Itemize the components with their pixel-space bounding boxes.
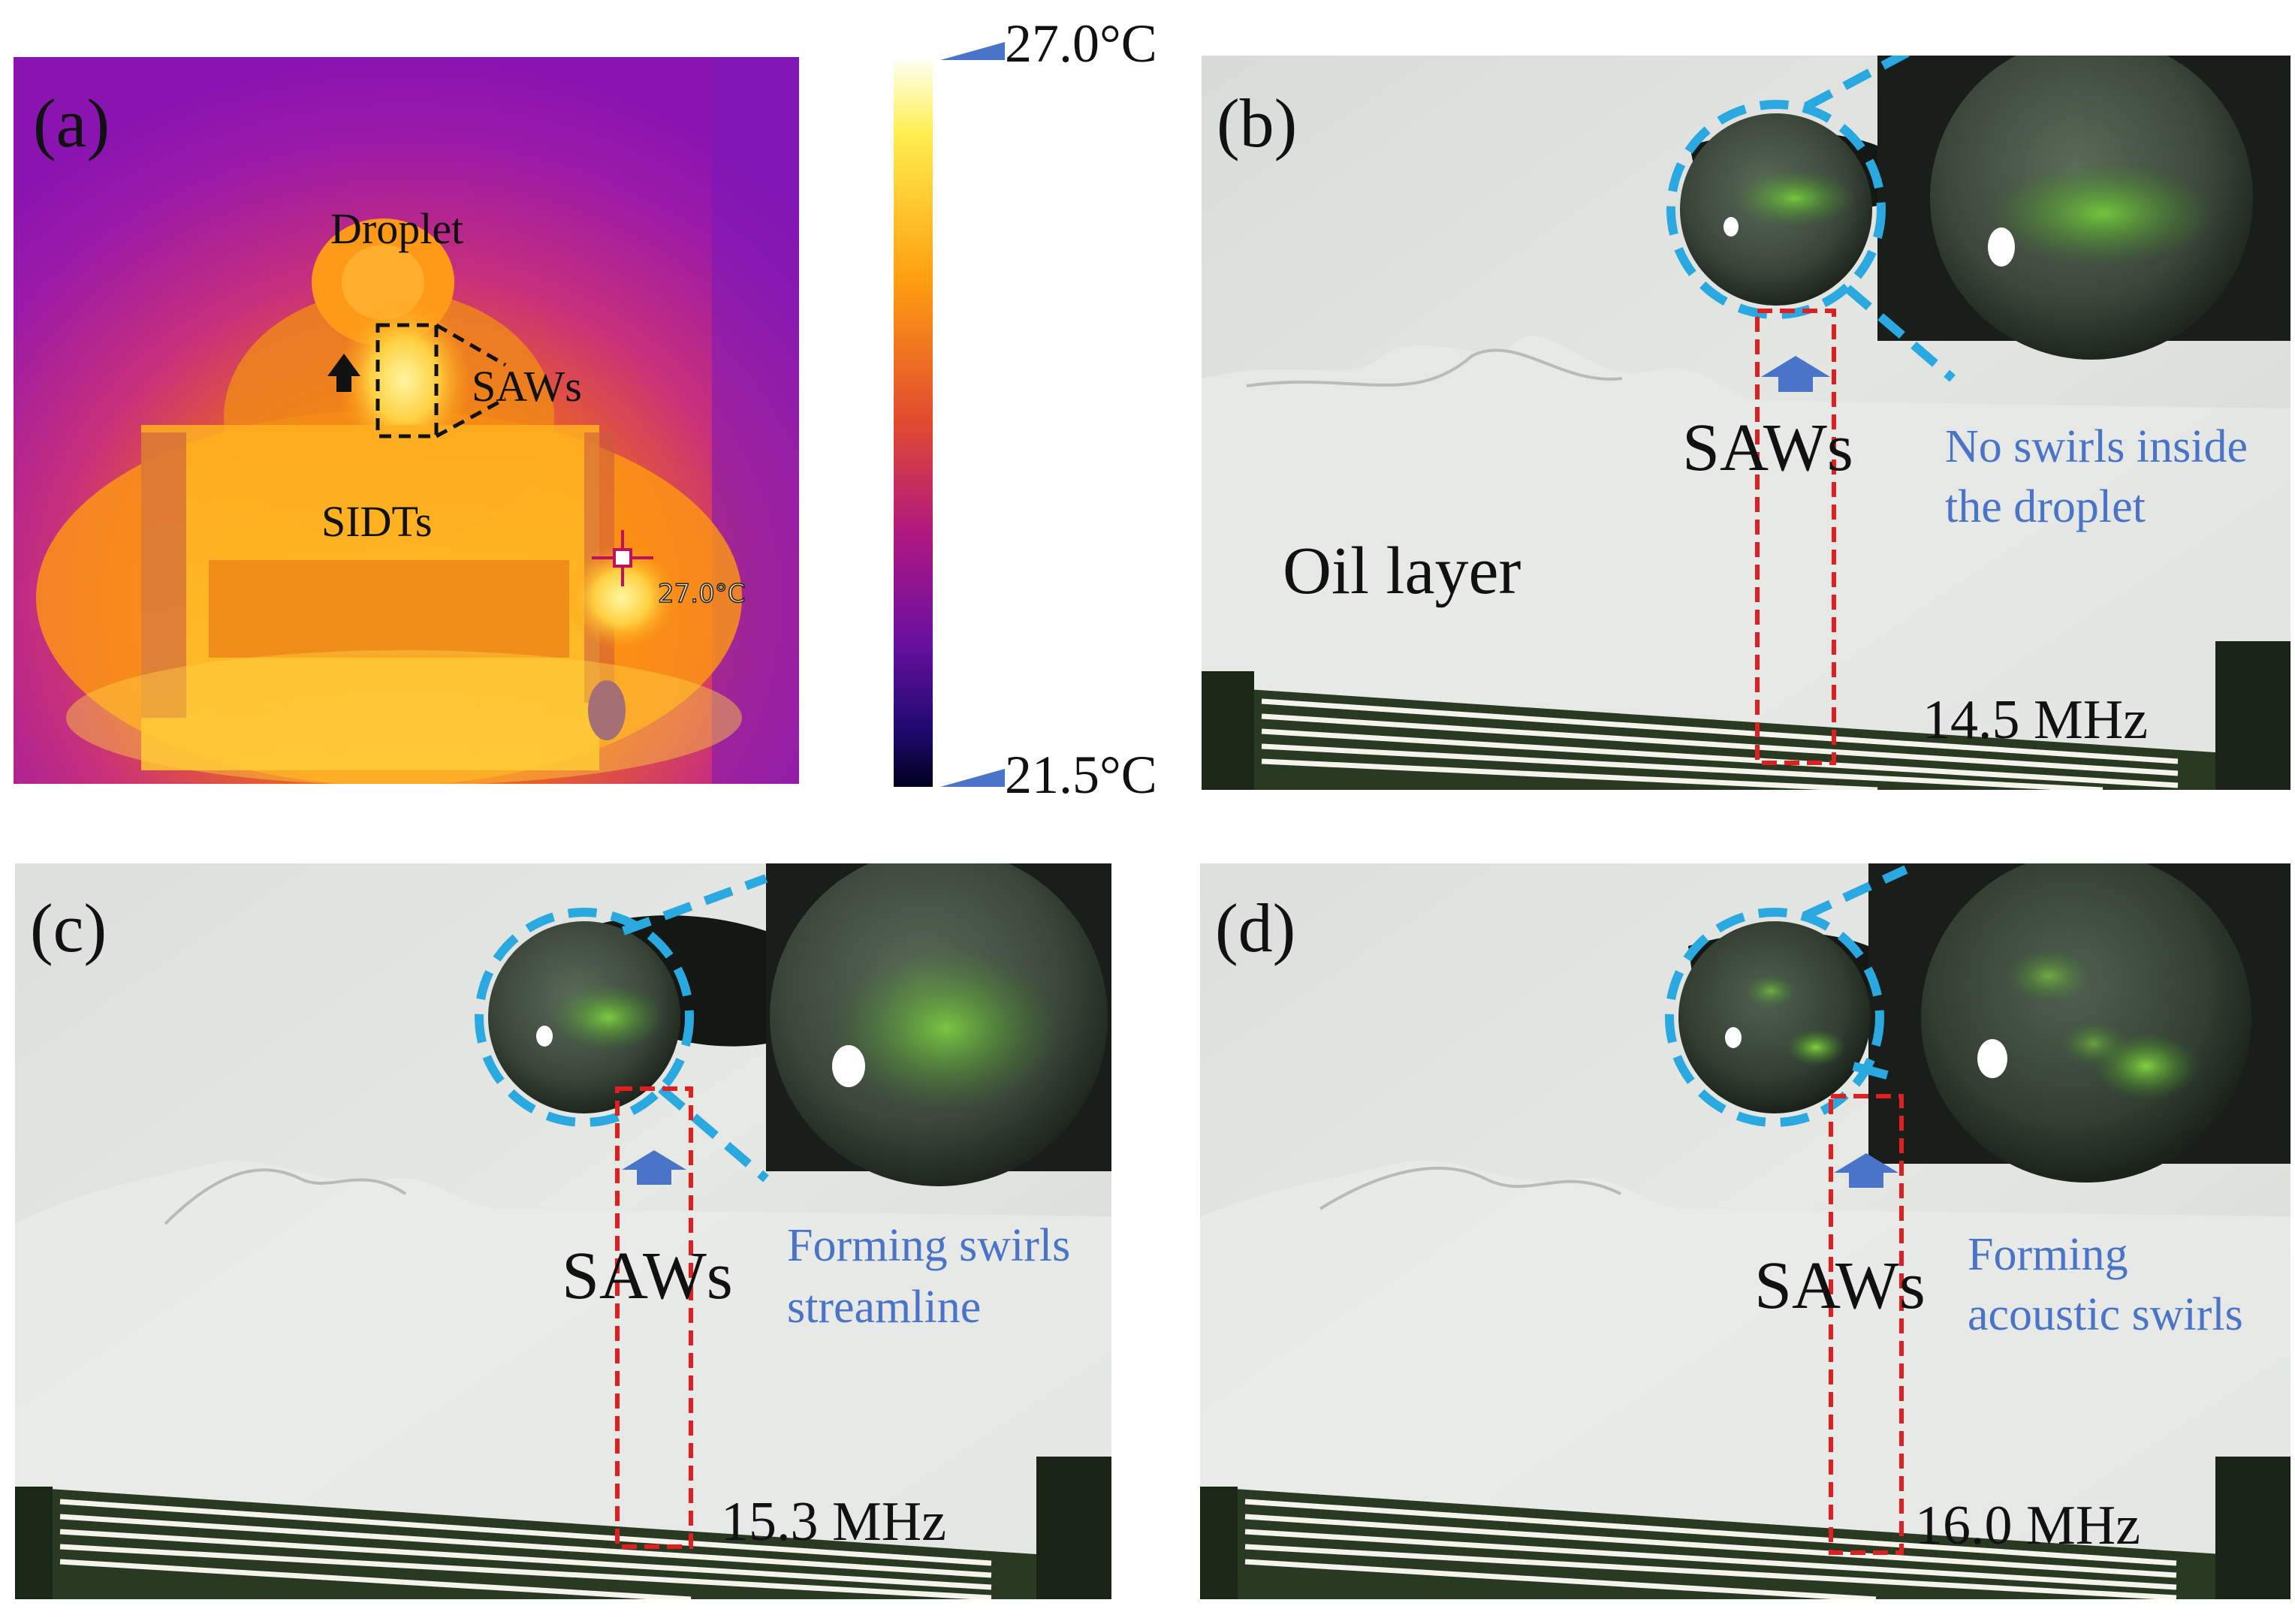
- panel-d-photo: (d) SAWs Forming acoustic swirls 16.0 MH…: [1200, 863, 2290, 1599]
- panel-c-photo: (c) SAWs Forming swirls streamline 15.3 …: [15, 863, 1111, 1599]
- panel-c-graphic: [15, 863, 1111, 1599]
- annotation-d-line1: Forming: [1968, 1229, 2128, 1280]
- panel-c-letter: (c): [30, 890, 107, 966]
- colorbar-gradient: [894, 60, 933, 787]
- annotation-c-line2: streamline: [787, 1282, 982, 1333]
- oil-layer-label: Oil layer: [1283, 534, 1521, 608]
- panel-a-letter: (a): [33, 85, 110, 161]
- annotation-b-line2: the droplet: [1945, 481, 2146, 532]
- panel-b-graphic: [1202, 56, 2290, 790]
- annotation-b-line1: No swirls inside: [1945, 421, 2248, 472]
- temperature-readout: 27.0°C: [657, 579, 746, 609]
- frequency-label-c: 15.3 MHz: [721, 1491, 947, 1553]
- annotation-c-line1: Forming swirls: [787, 1220, 1071, 1271]
- panel-a-thermal-image: (a) Droplet SAWs SIDTs 27.0°C: [14, 57, 799, 784]
- panel-d-overlays: [1665, 865, 1908, 1555]
- saws-arrow-icon: [1834, 1153, 1898, 1188]
- saws-arrow-icon: [1761, 356, 1830, 392]
- droplet-label: Droplet: [330, 204, 464, 253]
- colorbar-max-label: 27.0°C: [1005, 15, 1157, 74]
- temperature-colorbar: 27.0°C 21.5°C: [879, 15, 1194, 796]
- up-arrow-icon: [327, 354, 360, 392]
- saws-label-b: SAWs: [1682, 411, 1853, 485]
- saws-label-d: SAWs: [1754, 1249, 1926, 1323]
- panel-d-graphic: [1200, 863, 2290, 1599]
- max-marker-icon: [940, 42, 1005, 60]
- min-marker-icon: [940, 769, 1005, 787]
- thermal-image-graphic: [14, 57, 799, 784]
- panel-b-letter: (b): [1217, 85, 1298, 161]
- panel-d-letter: (d): [1215, 890, 1296, 966]
- colorbar-min-label: 21.5°C: [1005, 745, 1157, 796]
- panel-b-photo: (b) SAWs No swirls inside the droplet Oi…: [1202, 56, 2290, 790]
- sidts-label: SIDTs: [321, 497, 433, 546]
- annotation-d-line2: acoustic swirls: [1968, 1289, 2243, 1340]
- saws-label-a: SAWs: [472, 362, 582, 411]
- crosshair-icon: [592, 530, 653, 586]
- panel-b-overlays: [1666, 56, 1956, 765]
- saw-region-marker: [327, 323, 507, 438]
- panel-c-overlays: [475, 874, 769, 1549]
- frequency-label-d: 16.0 MHz: [1915, 1495, 2141, 1556]
- saws-arrow-icon: [622, 1150, 686, 1185]
- saws-label-c: SAWs: [562, 1239, 733, 1313]
- frequency-label-b: 14.5 MHz: [1923, 689, 2149, 751]
